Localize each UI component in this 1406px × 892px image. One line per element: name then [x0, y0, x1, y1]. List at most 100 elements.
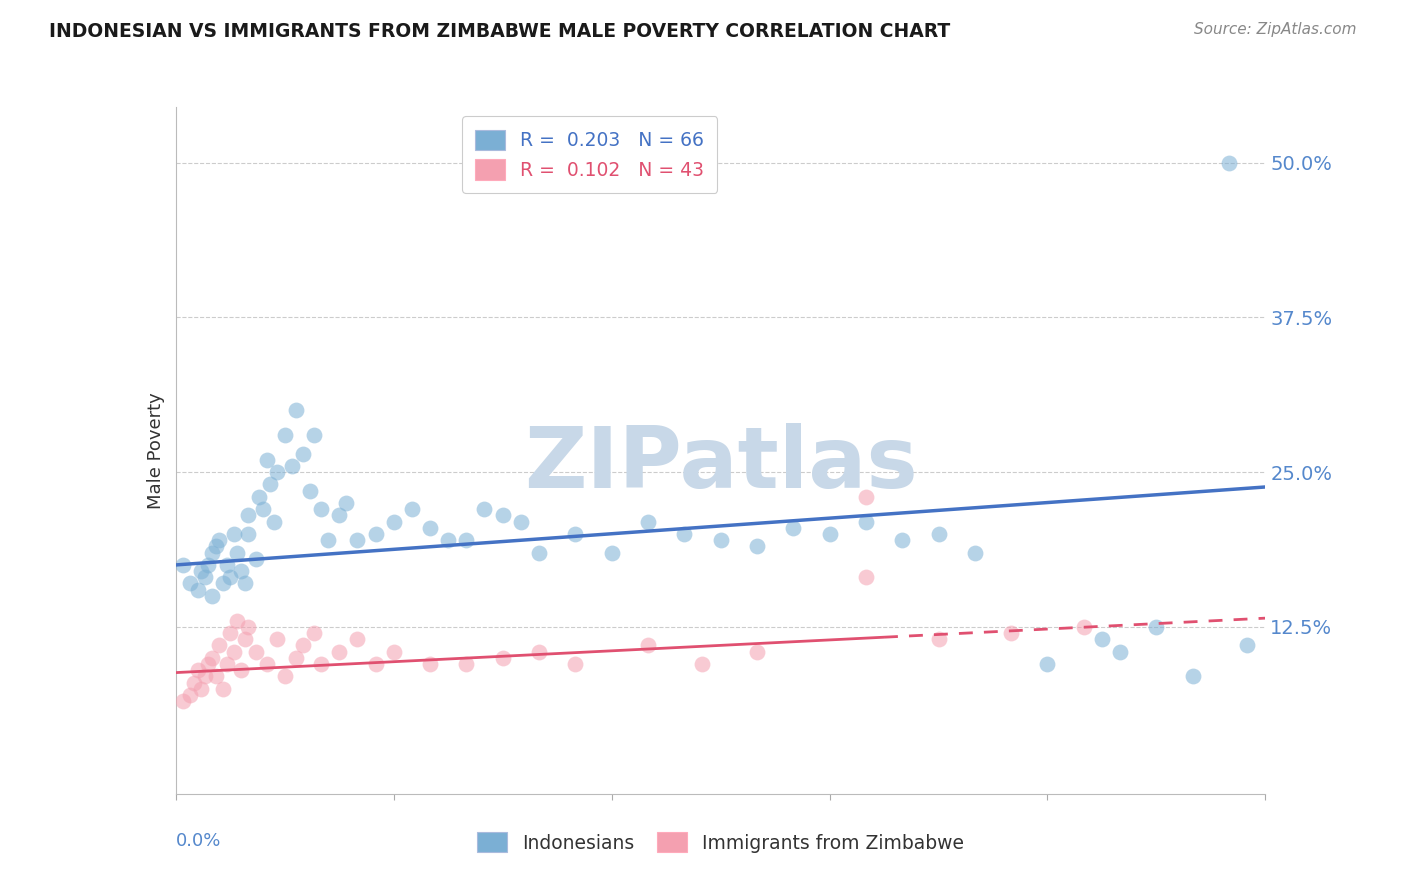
Point [222, 527, 245, 541]
Point [963, 545, 986, 559]
Point [364, 657, 387, 671]
Point [274, 669, 297, 683]
Point [172, 558, 194, 572]
Point [419, 657, 441, 671]
Point [266, 632, 288, 647]
Point [238, 508, 260, 523]
Point [183, 675, 205, 690]
Point [245, 644, 267, 658]
Legend: Indonesians, Immigrants from Zimbabwe: Indonesians, Immigrants from Zimbabwe [470, 824, 972, 860]
Point [891, 533, 914, 548]
Point [179, 688, 201, 702]
Point [197, 558, 219, 572]
Point [194, 669, 217, 683]
Text: 0.0%: 0.0% [176, 831, 221, 850]
Point [346, 632, 368, 647]
Point [233, 632, 256, 647]
Point [328, 644, 350, 658]
Point [201, 650, 224, 665]
Point [233, 576, 256, 591]
Point [291, 446, 314, 460]
Point [818, 527, 841, 541]
Point [208, 639, 231, 653]
Text: Source: ZipAtlas.com: Source: ZipAtlas.com [1194, 22, 1357, 37]
Point [208, 533, 231, 548]
Point [419, 521, 441, 535]
Point [1218, 155, 1240, 169]
Point [302, 428, 325, 442]
Point [274, 428, 297, 442]
Point [204, 669, 226, 683]
Point [238, 620, 260, 634]
Point [474, 502, 496, 516]
Point [401, 502, 423, 516]
Point [238, 527, 260, 541]
Point [309, 502, 332, 516]
Point [259, 477, 281, 491]
Point [456, 657, 478, 671]
Text: INDONESIAN VS IMMIGRANTS FROM ZIMBABWE MALE POVERTY CORRELATION CHART: INDONESIAN VS IMMIGRANTS FROM ZIMBABWE M… [49, 22, 950, 41]
Point [527, 545, 550, 559]
Point [928, 527, 950, 541]
Point [190, 681, 212, 696]
Point [186, 663, 209, 677]
Point [855, 490, 877, 504]
Point [782, 521, 804, 535]
Point [564, 657, 586, 671]
Point [215, 657, 238, 671]
Point [197, 657, 219, 671]
Point [509, 515, 531, 529]
Point [201, 545, 224, 559]
Point [437, 533, 460, 548]
Point [600, 545, 623, 559]
Point [172, 694, 194, 708]
Point [710, 533, 733, 548]
Point [692, 657, 714, 671]
Point [179, 576, 201, 591]
Point [252, 502, 274, 516]
Point [247, 490, 270, 504]
Point [637, 639, 659, 653]
Point [302, 626, 325, 640]
Point [1036, 657, 1059, 671]
Point [1236, 639, 1258, 653]
Point [226, 614, 249, 628]
Point [855, 515, 877, 529]
Point [212, 576, 235, 591]
Point [1146, 620, 1168, 634]
Point [382, 515, 405, 529]
Point [231, 663, 253, 677]
Point [855, 570, 877, 584]
Point [284, 650, 307, 665]
Point [222, 644, 245, 658]
Point [346, 533, 368, 548]
Point [215, 558, 238, 572]
Point [284, 403, 307, 417]
Point [186, 582, 209, 597]
Point [637, 515, 659, 529]
Point [364, 527, 387, 541]
Point [226, 545, 249, 559]
Point [928, 632, 950, 647]
Point [318, 533, 340, 548]
Point [256, 452, 278, 467]
Point [309, 657, 332, 671]
Point [263, 515, 285, 529]
Point [190, 564, 212, 578]
Point [527, 644, 550, 658]
Point [492, 508, 515, 523]
Point [456, 533, 478, 548]
Point [204, 540, 226, 554]
Point [281, 458, 304, 473]
Point [245, 551, 267, 566]
Point [219, 626, 242, 640]
Point [745, 540, 768, 554]
Y-axis label: Male Poverty: Male Poverty [146, 392, 165, 508]
Point [564, 527, 586, 541]
Point [212, 681, 235, 696]
Point [1181, 669, 1204, 683]
Point [492, 650, 515, 665]
Point [1091, 632, 1114, 647]
Point [335, 496, 357, 510]
Point [1109, 644, 1132, 658]
